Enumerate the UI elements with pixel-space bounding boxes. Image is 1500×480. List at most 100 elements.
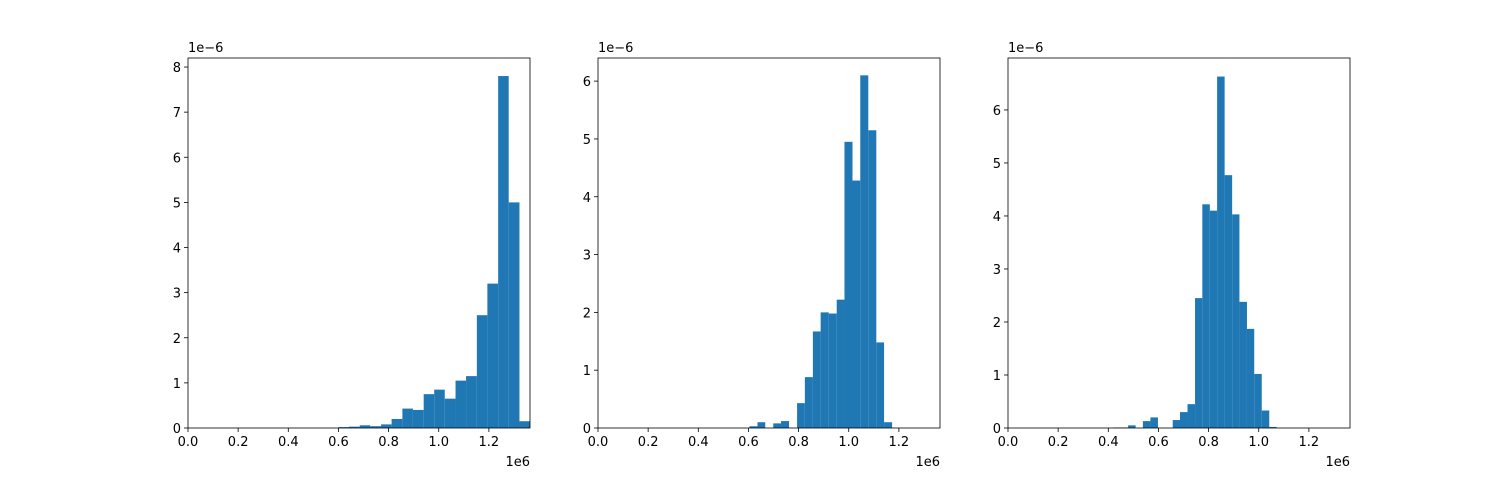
bar <box>423 394 435 428</box>
y-tick-label: 6 <box>173 151 181 166</box>
bar <box>1269 426 1277 428</box>
x-tick-label: 0.0 <box>998 435 1019 450</box>
y-tick-label: 5 <box>993 157 1001 172</box>
bar <box>1172 420 1181 428</box>
bar <box>749 426 758 428</box>
y-tick-label: 6 <box>583 75 591 90</box>
y-tick-label: 6 <box>993 104 1001 119</box>
bar <box>1187 404 1196 428</box>
bar <box>1224 175 1233 428</box>
bar <box>1209 210 1218 428</box>
y-tick-label: 1 <box>993 369 1001 384</box>
bar <box>884 422 893 428</box>
x-tick-label: 0.4 <box>1098 435 1119 450</box>
bar <box>498 76 509 429</box>
axes-frame <box>1007 57 1351 429</box>
bar <box>797 403 805 428</box>
x-tick-label: 0.2 <box>1048 435 1069 450</box>
bar <box>804 377 813 428</box>
bar <box>455 380 467 428</box>
x-tick-label: 1.0 <box>428 435 449 450</box>
x-tick-label: 0.4 <box>278 435 299 450</box>
bar <box>476 315 488 428</box>
x-tick-label: 1.2 <box>479 435 500 450</box>
bar <box>1246 328 1255 428</box>
y-offset-label: 1e−6 <box>188 41 223 56</box>
y-tick-label: 0 <box>993 422 1001 437</box>
y-tick-label: 5 <box>583 133 591 148</box>
bar <box>1195 298 1203 428</box>
bar <box>508 202 520 428</box>
y-offset-label: 1e−6 <box>1008 41 1043 56</box>
bar <box>487 283 499 428</box>
x-tick-label: 0.0 <box>588 435 609 450</box>
x-tick-label: 0.6 <box>738 435 759 450</box>
bar <box>812 331 821 428</box>
y-tick-label: 3 <box>583 249 591 264</box>
bar <box>828 313 837 428</box>
bar <box>1254 373 1262 428</box>
y-tick-label: 3 <box>173 287 181 302</box>
bar <box>820 312 829 428</box>
x-offset-label: 1e6 <box>915 455 940 470</box>
bar <box>1239 301 1247 428</box>
bar <box>1261 410 1270 428</box>
bar <box>348 426 360 428</box>
y-tick-label: 4 <box>583 191 591 206</box>
bar <box>1232 214 1240 428</box>
axes-frame <box>597 57 941 429</box>
y-tick-label: 4 <box>993 210 1001 225</box>
y-tick-label: 2 <box>583 306 591 321</box>
bar <box>852 180 861 428</box>
x-tick-label: 0.2 <box>228 435 249 450</box>
bar <box>466 376 477 428</box>
bar <box>781 421 790 428</box>
bar <box>1150 417 1158 428</box>
bar <box>876 342 885 428</box>
bar <box>860 75 869 428</box>
axes-frame <box>187 57 531 429</box>
x-tick-label: 0.2 <box>638 435 659 450</box>
bar <box>1142 421 1151 428</box>
bar <box>381 424 392 428</box>
y-tick-label: 0 <box>583 422 591 437</box>
x-offset-label: 1e6 <box>1325 455 1350 470</box>
x-tick-label: 0.8 <box>378 435 399 450</box>
bar <box>773 423 782 428</box>
x-tick-label: 1.2 <box>1299 435 1320 450</box>
bar <box>1180 412 1188 428</box>
y-tick-label: 2 <box>173 332 181 347</box>
bar <box>444 398 456 428</box>
bar <box>1128 425 1136 428</box>
y-tick-label: 5 <box>173 196 181 211</box>
bar <box>359 425 371 428</box>
x-tick-label: 0.8 <box>1198 435 1219 450</box>
x-tick-label: 0.8 <box>788 435 809 450</box>
y-tick-label: 0 <box>173 422 181 437</box>
y-tick-label: 1 <box>583 364 591 379</box>
bar <box>412 409 424 428</box>
bar <box>868 130 877 428</box>
y-tick-label: 1 <box>173 377 181 392</box>
bar <box>1217 76 1225 428</box>
x-tick-label: 1.0 <box>1248 435 1269 450</box>
bar <box>338 427 349 428</box>
x-tick-label: 0.6 <box>328 435 349 450</box>
x-tick-label: 0.0 <box>178 435 199 450</box>
bar <box>370 426 382 428</box>
y-tick-label: 8 <box>173 61 181 76</box>
bar <box>402 408 413 428</box>
y-offset-label: 1e−6 <box>598 41 633 56</box>
bar <box>519 421 530 428</box>
x-tick-label: 0.4 <box>688 435 709 450</box>
y-tick-label: 3 <box>993 263 1001 278</box>
bar <box>1202 204 1210 428</box>
x-tick-label: 1.2 <box>889 435 910 450</box>
x-tick-label: 1.0 <box>838 435 859 450</box>
x-offset-label: 1e6 <box>505 455 530 470</box>
bar <box>844 141 853 428</box>
bar <box>757 422 766 428</box>
bar <box>836 299 845 428</box>
y-tick-label: 7 <box>173 106 181 121</box>
